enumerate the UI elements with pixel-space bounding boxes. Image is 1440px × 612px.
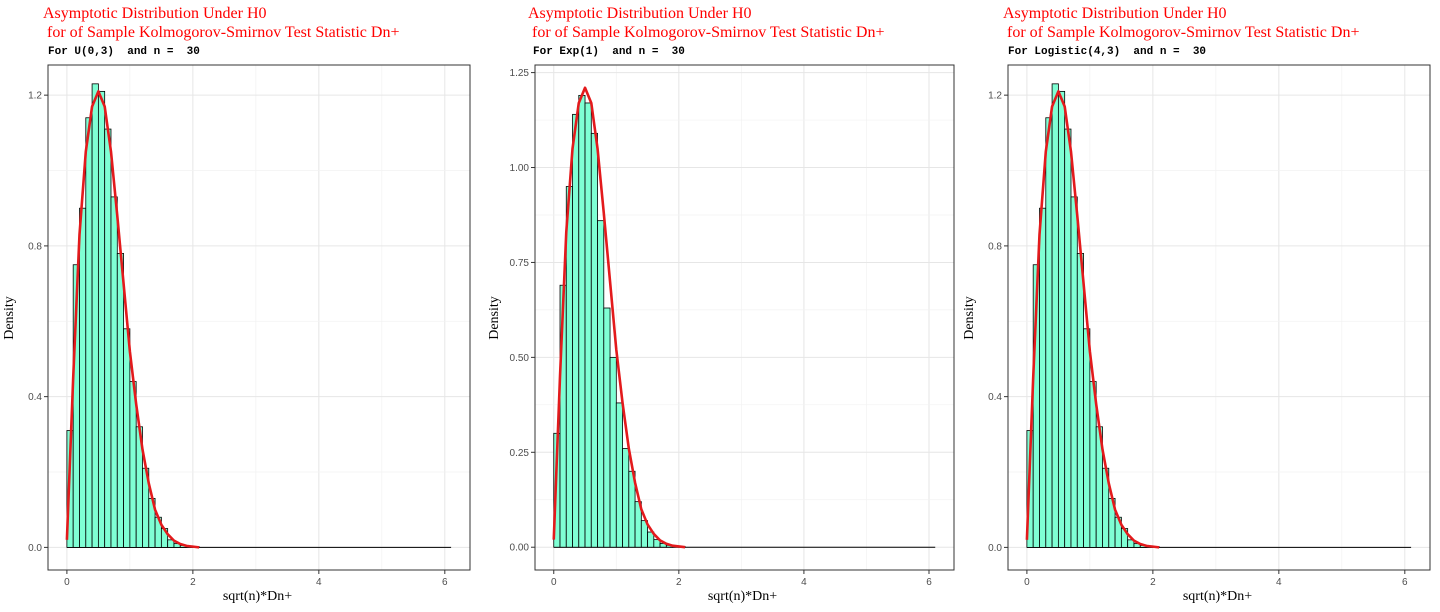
x-tick-label: 2 — [1150, 577, 1156, 588]
y-axis-label: Density — [1, 296, 17, 340]
histogram-bar — [1039, 207, 1047, 548]
density-curve — [65, 90, 200, 549]
x-tick-label: 6 — [926, 577, 932, 588]
y-tick-label: 0.0 — [28, 543, 42, 554]
histogram-bar — [1057, 90, 1066, 548]
x-tick-label: 0 — [1024, 577, 1030, 588]
chart-title: Asymptotic Distribution Under H0 for of … — [1003, 5, 1360, 41]
x-axis-label: sqrt(n)*Dn+ — [1182, 589, 1253, 604]
histogram-bar — [615, 402, 623, 548]
y-tick-label: 0.4 — [28, 392, 42, 403]
histogram-bar — [584, 102, 592, 548]
histogram-bar — [123, 328, 131, 548]
histogram-bar — [1045, 117, 1053, 548]
histogram-bar — [622, 448, 630, 548]
x-tick-label: 6 — [1402, 577, 1408, 588]
density-curve — [1025, 90, 1160, 549]
histogram-bar — [565, 186, 573, 548]
y-axis-label: Density — [961, 296, 977, 340]
histogram-bar — [1051, 83, 1059, 548]
histogram-bar — [79, 207, 87, 548]
y-tick-label: 0.25 — [510, 448, 530, 459]
x-tick-label: 2 — [676, 577, 682, 588]
histogram-bar — [603, 307, 611, 548]
x-tick-label: 4 — [316, 577, 322, 588]
x-axis-label: sqrt(n)*Dn+ — [222, 589, 293, 604]
histogram-bar — [578, 94, 586, 548]
histogram-bar — [1076, 253, 1084, 548]
chart-subtitle: For U(0,3) and n = 30 — [48, 46, 200, 58]
plot-border — [534, 64, 955, 571]
histogram-bar — [110, 196, 118, 548]
y-tick-label: 0.75 — [510, 258, 530, 269]
x-tick-label: 2 — [190, 577, 196, 588]
y-tick-label: 1.00 — [510, 163, 530, 174]
histogram-bar — [572, 113, 580, 548]
histogram-bar — [597, 220, 605, 548]
y-tick-label: 0.4 — [988, 392, 1002, 403]
chart-panel-exponential: Asymptotic Distribution Under H0 for of … — [485, 0, 965, 612]
histogram-bar — [590, 132, 598, 548]
density-curve — [552, 86, 686, 549]
y-tick-label: 1.2 — [28, 91, 42, 102]
histogram-bar — [1083, 328, 1091, 548]
chart-title: Asymptotic Distribution Under H0 for of … — [528, 5, 885, 41]
x-tick-label: 0 — [64, 577, 70, 588]
chart-panel-logistic: Asymptotic Distribution Under H0 for of … — [960, 0, 1440, 612]
y-tick-label: 0.8 — [988, 241, 1002, 252]
plot-border — [1007, 64, 1431, 571]
y-tick-label: 0.50 — [510, 353, 530, 364]
x-tick-label: 6 — [442, 577, 448, 588]
y-axis-label: Density — [486, 296, 502, 340]
histogram-plot: 0 2 4 6 0.0 0.4 0.8 1.2 — [988, 64, 1431, 588]
plot-border — [47, 64, 471, 571]
histogram-bar — [116, 253, 124, 548]
y-tick-label: 0.8 — [28, 241, 42, 252]
y-tick-label: 0.0 — [988, 543, 1002, 554]
chart-subtitle: For Exp(1) and n = 30 — [533, 46, 685, 58]
y-tick-label: 0.00 — [510, 543, 530, 554]
x-tick-label: 0 — [551, 577, 557, 588]
histogram-bar — [97, 90, 106, 548]
histogram-bar — [1070, 196, 1078, 548]
histogram-bar — [91, 83, 99, 548]
chart-panel-uniform: Asymptotic Distribution Under H0 for of … — [0, 0, 480, 612]
histogram-bar — [1064, 128, 1072, 548]
chart-title: Asymptotic Distribution Under H0 for of … — [43, 5, 400, 41]
histogram-bar — [104, 128, 112, 548]
histogram-plot: 0 2 4 6 0.00 0.25 0.50 0.75 1.00 1.25 — [510, 64, 955, 588]
y-tick-label: 1.2 — [988, 91, 1002, 102]
histogram-bar — [85, 117, 93, 548]
chart-subtitle: For Logistic(4,3) and n = 30 — [1008, 46, 1207, 58]
x-tick-label: 4 — [801, 577, 807, 588]
y-tick-label: 1.25 — [510, 68, 530, 79]
histogram-bar — [609, 356, 617, 548]
x-tick-label: 4 — [1276, 577, 1282, 588]
x-axis-label: sqrt(n)*Dn+ — [707, 589, 778, 604]
histogram-plot: 0 2 4 6 0.0 0.4 0.8 1.2 — [28, 64, 471, 588]
